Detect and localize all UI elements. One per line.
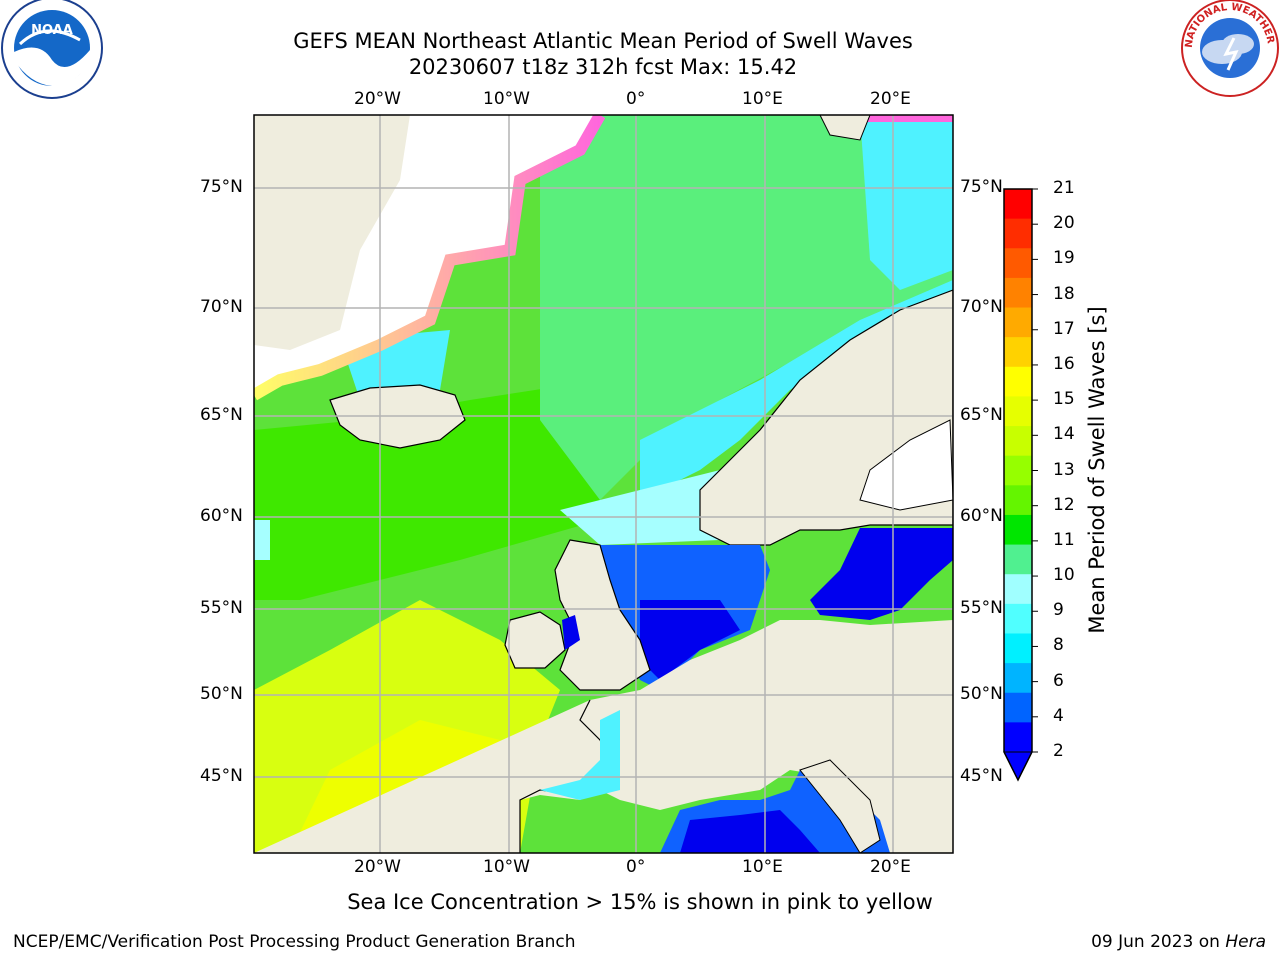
colorbar-label: 6 [1053,670,1064,691]
colorbar-swatch [1004,514,1032,546]
colorbar-label: 10 [1053,565,1075,586]
colorbar-label: 13 [1053,459,1075,480]
colorbar-swatch [1004,277,1032,309]
colorbar-title: Mean Period of Swell Waves [s] [1085,306,1109,634]
irish-sea [562,615,580,650]
colorbar-swatch [1004,663,1032,694]
nws-logo-text: NATIONAL WEATHER SERVICE [0,0,1276,48]
colorbar-label: 11 [1053,529,1075,550]
colorbar-swatch [1004,633,1032,664]
footer-machine: Hera [1225,932,1266,952]
colorbar-label: 4 [1053,705,1064,726]
colorbar [1003,188,1038,782]
footer-credit: NCEP/EMC/Verification Post Processing Pr… [13,932,576,952]
lon-tick-top-20e: 20°E [870,89,911,109]
colorbar-swatch [1004,396,1032,427]
ocean-lightcyan-north [560,470,720,545]
colorbar-swatch [1004,426,1032,457]
mediterranean-deep [680,810,820,853]
ocean-cyan-norway [640,280,953,500]
colorbar-swatch [1004,366,1032,397]
colorbar-label: 8 [1053,635,1064,656]
colorbar-swatch [1004,455,1032,486]
lat-tick-left-50: 50°N [200,684,243,704]
colorbar-swatch [1004,218,1032,249]
ocean-cyan-barents [860,115,953,290]
map-frame [253,114,954,854]
lon-tick-bottom-10e: 10°E [742,857,783,877]
colorbar-label: 21 [1053,178,1075,198]
colorbar-label: 16 [1053,353,1075,374]
lon-tick-top-10w: 10°W [483,89,530,109]
svg-text:NATIONAL WEATHER SERVICE: NATIONAL WEATHER SERVICE [0,0,1276,48]
colorbar-swatch [1004,544,1032,575]
lat-tick-left-45: 45°N [200,766,243,786]
great-britain [554,539,651,691]
colorbar-frame [1003,188,1033,782]
colorbar-swatch [1004,692,1032,723]
sea-ice-note: Sea Ice Concentration > 15% is shown in … [347,890,933,914]
colorbar-label: 19 [1053,248,1075,269]
lat-tick-left-75: 75°N [200,177,243,197]
colorbar-label: 17 [1053,318,1075,339]
lon-tick-top-0: 0° [626,89,646,109]
colorbar-label: 14 [1053,424,1075,445]
lon-tick-bottom-10w: 10°W [483,857,530,877]
colorbar-label: 9 [1053,600,1064,621]
colorbar-label: 18 [1053,283,1075,304]
graticule [254,115,953,853]
lon-tick-bottom-0: 0° [626,857,646,877]
bothnian-region [859,419,953,511]
map-title: GEFS MEAN Northeast Atlantic Mean Period… [293,29,913,53]
swell-period-map [254,115,953,853]
noaa-logo: NOAA [1,0,103,99]
ireland [504,611,566,669]
svalbard [819,115,871,141]
lat-tick-right-55: 55°N [960,598,1003,618]
colorbar-label: 2 [1053,741,1064,761]
colorbar-swatch [1004,337,1032,368]
colorbar-label: 20 [1053,213,1075,234]
noaa-logo-text: NOAA [31,23,73,38]
lat-tick-right-75: 75°N [960,177,1003,197]
nws-logo: NATIONAL WEATHER SERVICE [0,0,1279,97]
ocean-cyan-west-edge [254,520,270,560]
lat-tick-right-60: 60°N [960,506,1003,526]
lon-tick-bottom-20e: 20°E [870,857,911,877]
colorbar-swatch [1004,248,1032,279]
footer-date: 09 Jun 2023 on Hera [1091,932,1266,952]
colorbar-swatch [1004,485,1032,516]
lat-tick-right-65: 65°N [960,405,1003,425]
colorbar-swatch [1004,603,1032,634]
lat-tick-left-60: 60°N [200,506,243,526]
colorbar-label: 15 [1053,389,1075,410]
italy [799,759,881,853]
lat-tick-right-50: 50°N [960,684,1003,704]
colorbar-swatch [1004,189,1032,220]
lon-tick-top-20w: 20°W [354,89,401,109]
lon-tick-bottom-20w: 20°W [354,857,401,877]
colorbar-label: 12 [1053,494,1075,515]
lat-tick-left-55: 55°N [200,598,243,618]
ocean-green-mid [254,380,600,600]
lat-tick-left-70: 70°N [200,297,243,317]
colorbar-swatch [1004,307,1032,338]
map-subtitle: 20230607 t18z 312h fcst Max: 15.42 [408,55,798,79]
lon-tick-top-10e: 10°E [742,89,783,109]
colorbar-swatch [1004,722,1032,753]
colorbar-swatch [1004,574,1032,605]
north-sea-south [640,600,740,680]
baltic-sea [810,528,953,620]
lat-tick-right-70: 70°N [960,297,1003,317]
sea-ice-edge [254,115,606,401]
greenland-land [254,115,410,350]
colorbar-extend-arrow [1003,751,1033,782]
lat-tick-left-65: 65°N [200,405,243,425]
footer-date-text: 09 Jun 2023 on [1091,932,1226,952]
lat-tick-right-45: 45°N [960,766,1003,786]
